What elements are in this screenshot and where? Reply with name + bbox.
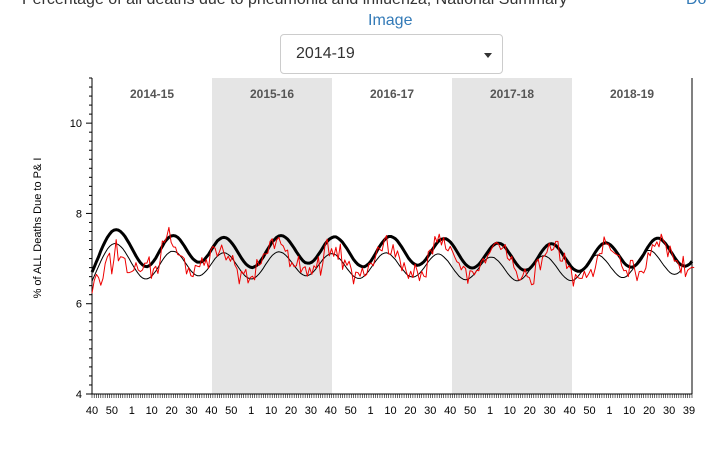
season-label: 2018-19 bbox=[610, 87, 654, 101]
chart-lines bbox=[90, 226, 695, 294]
x-tick-label: 40 bbox=[325, 405, 337, 417]
x-tick-label: 30 bbox=[544, 405, 556, 417]
season-bands bbox=[212, 78, 572, 394]
season-label: 2015-16 bbox=[250, 87, 294, 101]
x-tick-label: 10 bbox=[384, 405, 396, 417]
x-tick-label: 10 bbox=[146, 405, 158, 417]
season-label: 2016-17 bbox=[370, 87, 414, 101]
x-tick-label: 10 bbox=[504, 405, 516, 417]
x-tick-label: 20 bbox=[524, 405, 536, 417]
season-labels: 2014-15 2015-16 2016-17 2017-18 2018-19 bbox=[130, 87, 654, 101]
x-tick-label: 30 bbox=[185, 405, 197, 417]
image-link[interactable]: Image bbox=[368, 12, 413, 29]
x-tick-label: 40 bbox=[444, 405, 456, 417]
season-label: 2014-15 bbox=[130, 87, 174, 101]
season-band bbox=[452, 78, 572, 394]
x-tick-label: 20 bbox=[643, 405, 655, 417]
chart-axes: 4 6 8 10 40 50 1 10 20 30 40 50 1 10 20 30 40 50 1 10 20 30 40… bbox=[70, 77, 695, 417]
x-tick-label: 50 bbox=[464, 405, 476, 417]
x-tick-label: 50 bbox=[106, 405, 118, 417]
x-tick-label: 10 bbox=[623, 405, 635, 417]
x-tick-label: 50 bbox=[345, 405, 357, 417]
x-tick-label: 1 bbox=[129, 405, 135, 417]
y-axis-label: % of ALL Deaths Due to P& I bbox=[32, 158, 44, 299]
x-tick-label: 40 bbox=[205, 405, 217, 417]
caret-down-icon bbox=[484, 53, 492, 58]
season-label: 2017-18 bbox=[490, 87, 534, 101]
y-tick-label: 8 bbox=[76, 208, 82, 220]
x-tick-label: 10 bbox=[265, 405, 277, 417]
x-tick-label: 30 bbox=[663, 405, 675, 417]
season-select[interactable]: 2014-19 bbox=[280, 34, 503, 74]
x-tick-label: 20 bbox=[165, 405, 177, 417]
x-tick-label: 1 bbox=[606, 405, 612, 417]
y-tick-label: 6 bbox=[76, 299, 82, 311]
x-tick-label: 1 bbox=[487, 405, 493, 417]
observed-line bbox=[91, 226, 695, 294]
x-tick-label: 30 bbox=[424, 405, 436, 417]
baseline-line bbox=[91, 243, 682, 282]
season-band bbox=[212, 78, 332, 394]
y-tick-label: 4 bbox=[76, 389, 82, 401]
page-title: Percentage of all deaths due to pneumoni… bbox=[22, 0, 567, 9]
download-link[interactable]: Do bbox=[686, 0, 706, 9]
x-tick-label: 1 bbox=[248, 405, 254, 417]
x-tick-label: 30 bbox=[305, 405, 317, 417]
x-tick-label: 40 bbox=[563, 405, 575, 417]
season-select-value: 2014-19 bbox=[296, 45, 355, 62]
x-tick-label: 20 bbox=[285, 405, 297, 417]
x-tick-label: 40 bbox=[86, 405, 98, 417]
x-tick-label: 50 bbox=[225, 405, 237, 417]
y-tick-label: 10 bbox=[70, 118, 82, 130]
x-tick-label: 1 bbox=[368, 405, 374, 417]
x-tick-label: 50 bbox=[583, 405, 595, 417]
x-tick-label: 20 bbox=[404, 405, 416, 417]
x-tick-label: 39 bbox=[683, 405, 695, 417]
